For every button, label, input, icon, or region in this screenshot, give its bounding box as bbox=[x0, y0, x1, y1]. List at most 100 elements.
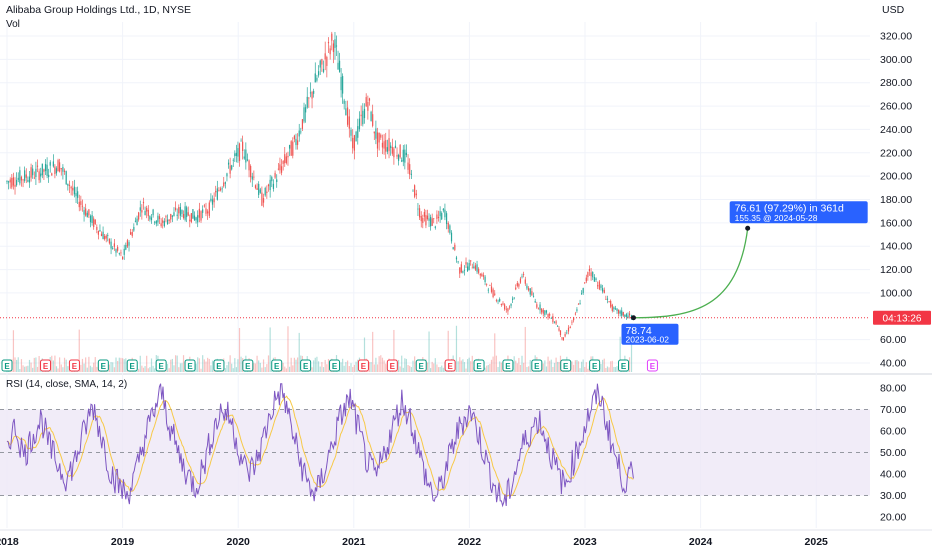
volume-bar bbox=[527, 366, 530, 372]
candle-body bbox=[6, 181, 8, 183]
candle-body bbox=[63, 170, 66, 172]
candle-body bbox=[234, 153, 236, 157]
volume-bar bbox=[486, 365, 488, 372]
volume-bar bbox=[519, 364, 522, 372]
candle-body bbox=[14, 184, 16, 187]
candle-body bbox=[324, 53, 326, 60]
candle-body bbox=[393, 148, 395, 158]
candle-body bbox=[619, 311, 621, 314]
candle-body bbox=[439, 211, 441, 217]
candle-body bbox=[77, 191, 79, 198]
candle-body bbox=[562, 337, 564, 341]
candle-body bbox=[9, 179, 11, 183]
candle-body bbox=[391, 146, 393, 154]
candle-body bbox=[295, 138, 297, 146]
current-price-tag bbox=[873, 310, 931, 325]
start-callout bbox=[621, 323, 679, 345]
volume-bar bbox=[227, 361, 230, 372]
volume-bar bbox=[86, 367, 88, 372]
candle-body bbox=[203, 205, 205, 207]
earnings-marker-letter: E bbox=[332, 362, 338, 371]
candle-body bbox=[553, 322, 556, 324]
candle-body bbox=[441, 213, 443, 220]
volume-bar bbox=[397, 359, 400, 372]
volume-bar bbox=[428, 331, 430, 372]
candle-body bbox=[360, 114, 362, 117]
earnings-marker bbox=[126, 359, 138, 372]
candle-body bbox=[611, 304, 613, 311]
candle-body bbox=[541, 308, 543, 313]
y-tick-label: 220.00 bbox=[880, 147, 912, 159]
volume-bar bbox=[78, 329, 80, 372]
candle-body bbox=[418, 208, 421, 218]
candle-body bbox=[415, 193, 417, 196]
x-tick-label: 2023 bbox=[573, 536, 597, 548]
candle-body bbox=[460, 264, 462, 273]
volume-bar bbox=[262, 359, 265, 372]
candle-body bbox=[279, 164, 281, 171]
candle-body bbox=[181, 209, 183, 214]
volume-bar bbox=[327, 358, 330, 372]
volume-bar bbox=[574, 360, 576, 372]
start-callout-value: 78.74 bbox=[625, 325, 651, 337]
volume-bar bbox=[414, 356, 416, 372]
candle-body bbox=[425, 215, 427, 226]
candle-body bbox=[303, 107, 305, 122]
candle-body bbox=[582, 287, 584, 293]
candle-body bbox=[507, 308, 509, 312]
volume-bar bbox=[581, 361, 583, 372]
earnings-marker bbox=[97, 359, 109, 372]
volume-bar bbox=[470, 361, 472, 372]
candle-body bbox=[200, 211, 202, 221]
volume-bar bbox=[606, 366, 609, 372]
volume-bar bbox=[600, 364, 602, 372]
volume-bar bbox=[441, 365, 443, 372]
y-tick-label: 320.00 bbox=[880, 31, 912, 43]
volume-bar bbox=[319, 366, 321, 372]
candle-body bbox=[381, 142, 384, 148]
candle-body bbox=[402, 149, 404, 162]
start-callout-date: 2023-06-02 bbox=[625, 334, 669, 344]
candle-body bbox=[405, 152, 408, 156]
volume-bar bbox=[357, 359, 359, 372]
y-tick-label: 180.00 bbox=[880, 194, 912, 206]
earnings-marker-letter: E bbox=[216, 362, 222, 371]
x-tick-label: 2022 bbox=[458, 536, 482, 548]
candle-body bbox=[337, 62, 339, 70]
earnings-marker-letter: E bbox=[274, 362, 280, 371]
volume-bar bbox=[457, 361, 459, 372]
volume-bar bbox=[577, 361, 580, 372]
candle-body bbox=[170, 213, 172, 220]
candle-body bbox=[274, 172, 276, 178]
candle-body bbox=[112, 247, 114, 249]
candle-body bbox=[65, 171, 67, 185]
volume-bar bbox=[529, 359, 531, 372]
candle-body bbox=[280, 166, 283, 173]
x-tick-label: 2025 bbox=[805, 536, 829, 548]
candle-body bbox=[479, 273, 481, 276]
candle-body bbox=[487, 289, 489, 291]
volume-label: Vol bbox=[6, 19, 20, 30]
candle-body bbox=[120, 252, 122, 254]
earnings-marker bbox=[68, 359, 80, 372]
volume-bar bbox=[63, 357, 66, 372]
candle-body bbox=[319, 60, 321, 68]
candle-body bbox=[16, 179, 18, 186]
candle-body bbox=[282, 160, 284, 164]
grid bbox=[0, 22, 932, 531]
candle-body bbox=[97, 230, 99, 235]
candle-body bbox=[216, 188, 218, 200]
volume-bar bbox=[12, 330, 15, 372]
volume-bar bbox=[322, 367, 325, 372]
volume-bar bbox=[208, 358, 210, 372]
volume-bar bbox=[288, 366, 291, 372]
candle-body bbox=[30, 167, 32, 178]
volume-bar bbox=[426, 362, 429, 372]
candle-body bbox=[133, 226, 135, 231]
earnings-marker bbox=[357, 359, 369, 372]
candle-body bbox=[476, 264, 478, 272]
volume-bar bbox=[150, 358, 153, 372]
candle-body bbox=[378, 132, 380, 143]
volume-bar bbox=[350, 363, 352, 372]
